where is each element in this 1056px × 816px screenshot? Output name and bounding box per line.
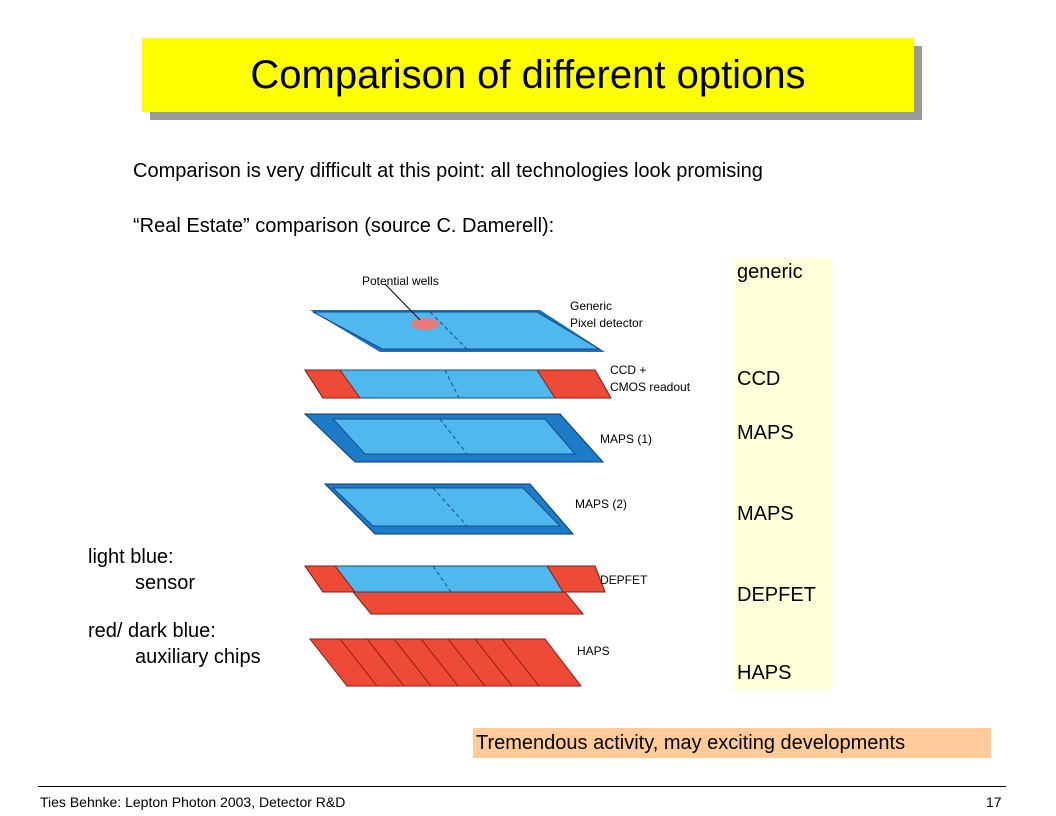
- depfet-chip-bottom: [351, 591, 585, 615]
- generic-label-line2: Pixel detector: [570, 316, 643, 330]
- haps-label: HAPS: [577, 644, 610, 658]
- column-label-maps1: MAPS: [737, 422, 794, 444]
- key-red-dark-blue-desc: auxiliary chips: [135, 646, 261, 668]
- ccd-chip-right: [536, 369, 612, 399]
- ccd-chip-left: [304, 369, 361, 399]
- subtitle-text: “Real Estate” comparison (source C. Dame…: [133, 215, 555, 237]
- haps-chip-segments: [339, 638, 540, 687]
- maps2-divider: [432, 487, 468, 527]
- potential-wells-blob: [411, 318, 439, 330]
- column-label-ccd: CCD: [737, 368, 781, 390]
- ccd-label-line2: CMOS readout: [610, 380, 691, 394]
- column-label-depfet: DEPFET: [737, 584, 816, 606]
- generic-detector-sensor: [312, 311, 601, 350]
- column-label-generic: generic: [737, 261, 803, 283]
- depfet-chip-right: [546, 565, 606, 593]
- maps2-sensor: [331, 487, 562, 527]
- ccd-divider: [444, 369, 460, 399]
- footer-author: Ties Behnke: Lepton Photon 2003, Detecto…: [40, 794, 346, 810]
- footer-divider: [38, 786, 1006, 787]
- conclusion-highlight: Tremendous activity, may exciting develo…: [473, 728, 991, 758]
- slide-title: Comparison of different options: [142, 38, 914, 112]
- maps1-divider: [439, 418, 468, 455]
- potential-wells-arrow: [384, 283, 421, 321]
- key-light-blue: light blue:: [88, 546, 174, 568]
- potential-wells-label: Potential wells: [362, 274, 439, 288]
- generic-detector-divider: [429, 311, 468, 350]
- depfet-divider: [432, 565, 452, 593]
- column-label-haps: HAPS: [737, 662, 792, 684]
- key-light-blue-desc: sensor: [135, 572, 196, 594]
- column-label-maps2: MAPS: [737, 503, 794, 525]
- footer-page-number: 17: [986, 794, 1002, 810]
- maps2-label: MAPS (2): [575, 497, 627, 511]
- detector-real-estate-figure: Potential wells Generic Pixel detector C…: [303, 274, 691, 687]
- ccd-label-line1: CCD +: [610, 363, 646, 377]
- maps1-label: MAPS (1): [600, 432, 652, 446]
- haps-chip: [308, 638, 583, 687]
- intro-text: Comparison is very difficult at this poi…: [133, 160, 763, 182]
- key-red-dark-blue: red/ dark blue:: [88, 620, 216, 642]
- technology-column: generic CCD MAPS MAPS DEPFET HAPS: [733, 258, 832, 690]
- depfet-chip-left: [304, 565, 357, 593]
- depfet-label: DEPFET: [600, 573, 648, 587]
- generic-label-line1: Generic: [570, 299, 612, 313]
